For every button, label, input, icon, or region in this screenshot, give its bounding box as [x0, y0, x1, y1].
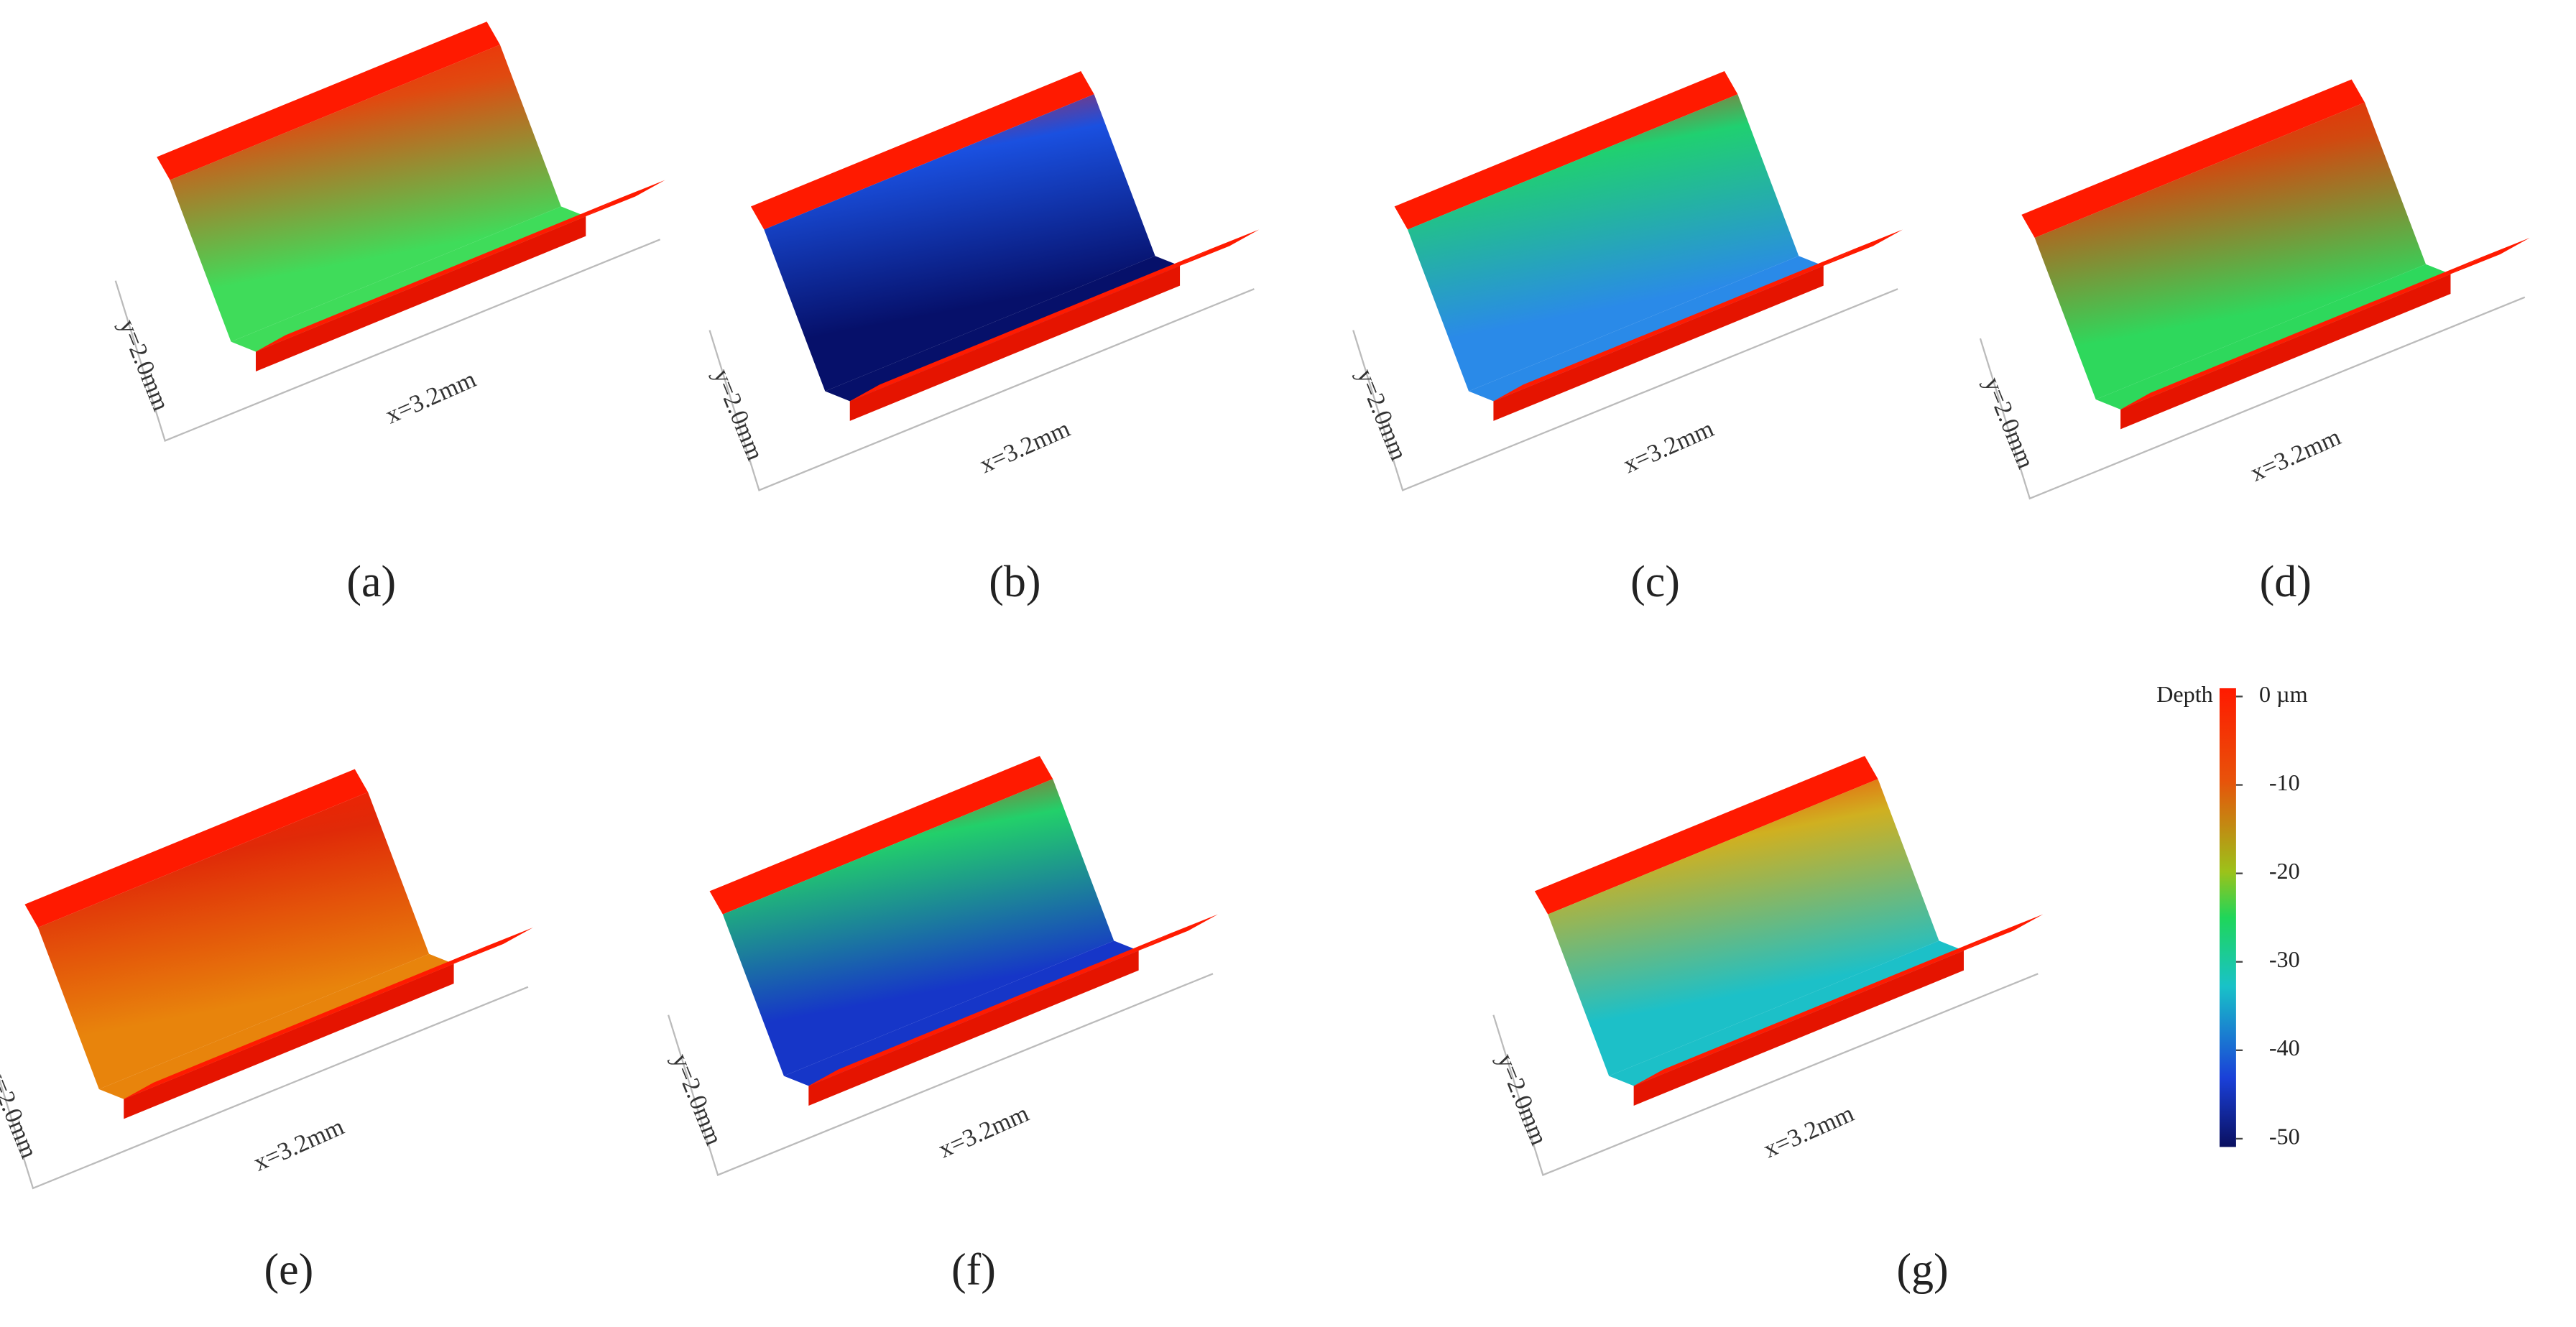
back-plateau — [1394, 71, 1738, 230]
front-strip-end — [1180, 229, 1260, 267]
trough-wall — [1408, 94, 1799, 392]
y-axis-label: y=2.0mm — [1352, 365, 1413, 464]
back-plateau — [750, 71, 1094, 230]
back-plateau — [157, 22, 500, 180]
y-axis-label: y=2.0mm — [0, 1063, 43, 1162]
y-axis-label: y=2.0mm — [1492, 1050, 1553, 1149]
y-axis-label: y=2.0mm — [1978, 374, 2039, 473]
front-strip-end — [586, 180, 665, 217]
colorbar-tick-label: -10 — [2269, 769, 2300, 795]
trough-floor — [783, 940, 1139, 1086]
front-strip — [1493, 249, 1854, 402]
x-axis-label: x=3.2mm — [1760, 1099, 1858, 1163]
x-axis-label: x=3.2mm — [1619, 415, 1717, 478]
front-strip-end — [453, 927, 533, 964]
panel-label: (b) — [989, 558, 1040, 606]
surface-panel: y=2.0mm x=3.2mm — [1978, 79, 2530, 500]
x-axis-label: x=3.2mm — [249, 1113, 348, 1177]
surface-panel: y=2.0mm x=3.2mm — [114, 22, 665, 442]
front-strip — [124, 947, 484, 1099]
colorbar-tick-label: -40 — [2269, 1035, 2300, 1060]
colorbar — [2219, 688, 2236, 1147]
front-strip — [2120, 257, 2480, 410]
front-strip — [849, 249, 1210, 402]
panel-label: (c) — [1630, 558, 1680, 606]
trough-floor — [98, 953, 454, 1099]
front-strip — [1633, 934, 1994, 1086]
front-strip-side — [124, 963, 454, 1119]
axis-box — [1979, 296, 2526, 500]
panel-label: (g) — [1896, 1245, 1948, 1294]
trough-floor — [1468, 256, 1824, 402]
colorbar-tick-label: -20 — [2269, 858, 2300, 884]
panel-label: (d) — [2260, 558, 2312, 606]
colorbar-tick-label: -50 — [2269, 1123, 2300, 1149]
trough-floor — [1609, 940, 1964, 1086]
axis-box — [668, 973, 1214, 1176]
axis-box — [1492, 973, 2039, 1176]
surface-panel: y=2.0mm x=3.2mm — [667, 756, 1218, 1176]
surface-panel: y=2.0mm x=3.2mm — [708, 71, 1260, 491]
trough-floor — [2095, 264, 2451, 410]
front-strip — [808, 934, 1168, 1086]
front-strip-end — [1138, 914, 1218, 951]
trough-floor — [825, 256, 1181, 402]
trough-wall — [1548, 779, 1939, 1076]
back-plateau — [2021, 79, 2365, 238]
surface-panel: y=2.0mm x=3.2mm — [1352, 71, 1903, 491]
x-axis-label: x=3.2mm — [976, 415, 1074, 478]
trough-wall — [764, 94, 1155, 392]
axis-box — [708, 288, 1255, 491]
front-strip-end — [2450, 237, 2530, 274]
surface-panel: y=2.0mm x=3.2mm — [0, 769, 533, 1190]
back-plateau — [1534, 756, 1878, 915]
front-strip-side — [1493, 266, 1824, 421]
trough-wall — [170, 45, 561, 342]
back-plateau — [24, 769, 369, 928]
trough-wall — [37, 792, 430, 1090]
axis-box — [1352, 288, 1898, 491]
trough-wall — [2034, 102, 2427, 400]
front-strip-side — [2120, 274, 2451, 430]
axis-box — [114, 239, 661, 442]
surface-panel: y=2.0mm x=3.2mm — [1492, 756, 2044, 1176]
front-strip-side — [1633, 951, 1964, 1106]
trough-floor — [231, 206, 586, 352]
front-strip-end — [1963, 914, 2044, 951]
front-strip-side — [255, 216, 586, 372]
colorbar-tick-label: 0 µm — [2259, 681, 2308, 707]
front-strip-end — [1823, 229, 1903, 267]
panel-label: (f) — [951, 1245, 996, 1294]
colorbar-tick-label: -30 — [2269, 946, 2300, 972]
y-axis-label: y=2.0mm — [708, 365, 769, 464]
front-strip-side — [808, 951, 1139, 1106]
panel-label: (e) — [264, 1245, 313, 1294]
axis-box — [0, 986, 529, 1190]
x-axis-label: x=3.2mm — [2246, 423, 2345, 487]
panel-label: (a) — [346, 558, 396, 606]
front-strip-side — [849, 266, 1181, 421]
trough-wall — [722, 779, 1114, 1076]
y-axis-label: y=2.0mm — [667, 1050, 728, 1149]
colorbar-title: Depth — [2156, 681, 2213, 707]
y-axis-label: y=2.0mm — [114, 315, 175, 415]
front-strip — [255, 200, 616, 352]
x-axis-label: x=3.2mm — [382, 365, 480, 429]
back-plateau — [709, 756, 1053, 915]
x-axis-label: x=3.2mm — [934, 1099, 1033, 1163]
